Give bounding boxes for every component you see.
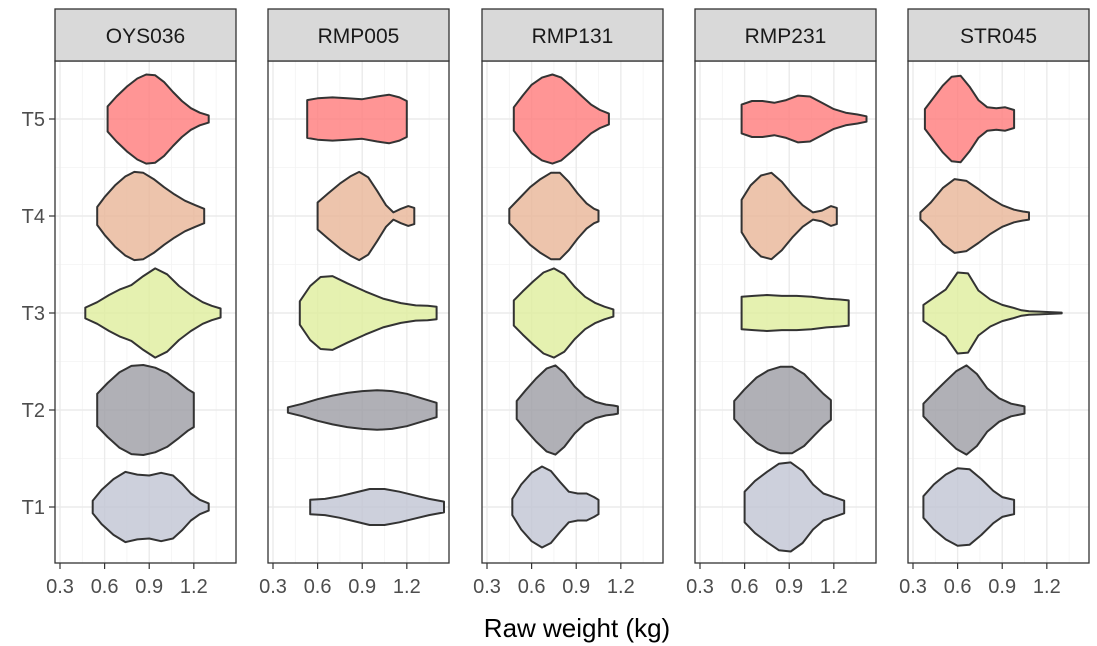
- violin-rmp005-t2: [286, 389, 438, 431]
- x-tick-label: 0.6: [91, 576, 119, 598]
- facet-strip-label: STR045: [960, 25, 1037, 48]
- violin-str045-t4: [919, 178, 1030, 254]
- violin-rmp231-t5: [740, 94, 868, 144]
- violin-rmp131-t2: [515, 364, 619, 456]
- violin-rmp005-t3: [298, 275, 438, 351]
- facet-strip: [54, 8, 237, 62]
- facet-strip: [267, 8, 450, 62]
- x-tick-label: 1.2: [1033, 576, 1061, 598]
- violin-rmp231-t1: [743, 461, 846, 553]
- violin-rmp005-t5: [306, 93, 408, 145]
- x-axis-title: Raw weight (kg): [484, 613, 670, 643]
- x-tick-label: 1.2: [820, 576, 848, 598]
- violin-rmp231-t2: [733, 365, 832, 455]
- violin-rmp231-t4: [740, 171, 838, 261]
- facet-strip: [694, 8, 877, 62]
- violin-rmp005-t4: [316, 170, 416, 262]
- facet-strip-label: RMP231: [745, 25, 827, 48]
- x-tick-label: 0.6: [731, 576, 759, 598]
- facet-strip-label: OYS036: [106, 25, 185, 48]
- y-tick-label: T2: [22, 400, 45, 422]
- x-tick-label: 0.9: [775, 576, 803, 598]
- x-tick-label: 0.6: [944, 576, 972, 598]
- y-tick-label: T3: [22, 303, 45, 325]
- x-tick-label: 0.9: [988, 576, 1016, 598]
- x-tick-label: 1.2: [393, 576, 421, 598]
- violin-oys036-t3: [84, 267, 222, 359]
- x-tick-label: 0.9: [562, 576, 590, 598]
- facet-strip: [907, 8, 1090, 62]
- violin-rmp005-t1: [309, 488, 445, 526]
- x-tick-label: 0.3: [46, 576, 74, 598]
- violin-layer: [84, 73, 1063, 553]
- label-layer: OYS036 0.3 0.6 0.9 1.2 RMP005 0.3 0.6 0.9 1.2 RMP1…: [22, 25, 1061, 598]
- y-tick-label: T4: [22, 206, 45, 228]
- facet-strip: [481, 8, 664, 62]
- violin-rmp231-t3: [740, 294, 850, 332]
- violin-oys036-t2: [96, 364, 195, 456]
- x-tick-label: 0.3: [686, 576, 714, 598]
- violin-str045-t2: [922, 364, 1026, 456]
- facet-strip-label: RMP131: [532, 25, 614, 48]
- violin-rmp131-t4: [508, 171, 600, 261]
- x-tick-label: 0.6: [304, 576, 332, 598]
- x-tick-label: 0.3: [899, 576, 927, 598]
- violin-rmp131-t1: [511, 465, 600, 549]
- frame-layer: [49, 8, 1090, 569]
- x-tick-label: 0.9: [135, 576, 163, 598]
- violin-oys036-t4: [96, 170, 206, 262]
- x-tick-label: 0.6: [518, 576, 546, 598]
- y-tick-label: T1: [22, 497, 45, 519]
- facet-strip-label: RMP005: [318, 25, 400, 48]
- x-tick-label: 0.3: [259, 576, 287, 598]
- violin-rmp131-t3: [512, 267, 615, 359]
- x-tick-label: 0.3: [473, 576, 501, 598]
- violin-rmp131-t5: [512, 73, 610, 165]
- x-tick-label: 0.9: [348, 576, 376, 598]
- violin-oys036-t1: [91, 470, 210, 544]
- violin-str045-t3: [922, 271, 1063, 355]
- violin-str045-t1: [922, 467, 1016, 547]
- violin-oys036-t5: [106, 73, 210, 165]
- x-tick-label: 1.2: [180, 576, 208, 598]
- violin-str045-t5: [923, 74, 1016, 164]
- y-tick-label: T5: [22, 109, 45, 131]
- x-tick-label: 1.2: [607, 576, 635, 598]
